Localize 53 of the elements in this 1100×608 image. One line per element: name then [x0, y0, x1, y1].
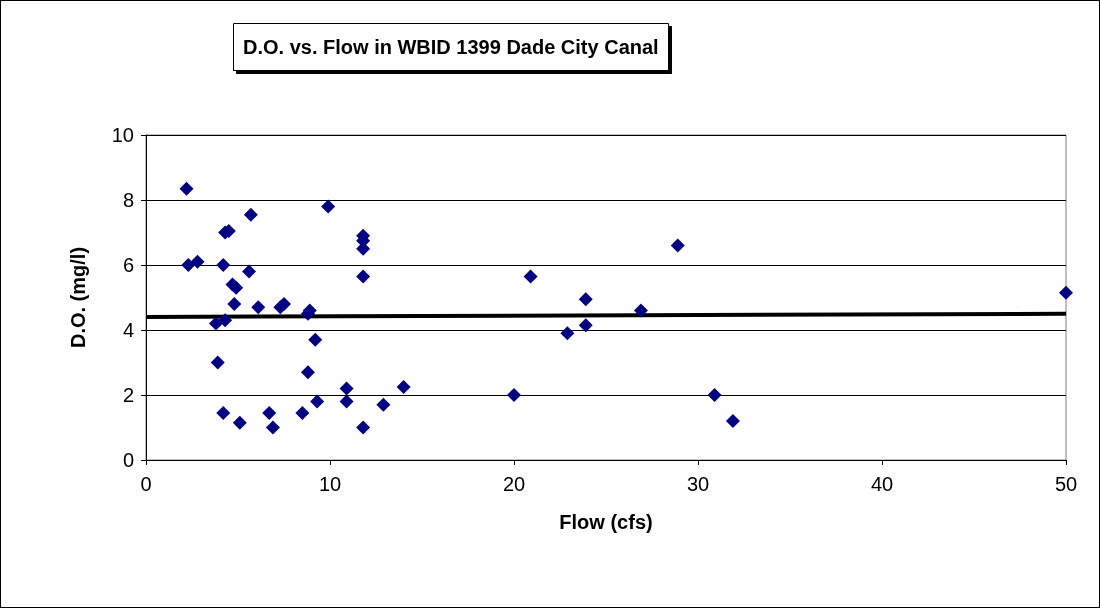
point: [321, 199, 336, 214]
point: [356, 420, 371, 435]
point: [507, 388, 521, 402]
point: [339, 394, 354, 409]
point: [179, 181, 194, 196]
x-tick-label: 0: [140, 473, 152, 495]
y-tick-label: 0: [122, 449, 134, 471]
x-axis-title: Flow (cfs): [559, 511, 653, 533]
point: [707, 388, 722, 402]
x-tick-label: 20: [502, 473, 526, 495]
point: [578, 292, 593, 307]
point: [300, 365, 315, 380]
point: [356, 269, 371, 284]
point: [262, 405, 277, 420]
point: [578, 318, 593, 333]
point: [210, 355, 225, 370]
point: [181, 258, 196, 272]
point: [190, 254, 205, 269]
chart-title: D.O. vs. Flow in WBID 1399 Dade City Canal: [243, 36, 659, 58]
x-tick-label: 30: [686, 473, 710, 495]
point: [229, 280, 244, 295]
point: [670, 238, 685, 253]
point: [633, 303, 648, 318]
point: [216, 258, 231, 272]
point: [251, 300, 266, 315]
point: [232, 415, 247, 430]
y-tick-label: 2: [122, 384, 134, 406]
y-tick-label: 6: [122, 254, 134, 276]
point: [308, 332, 323, 347]
y-tick-label: 4: [122, 319, 134, 341]
point: [396, 379, 411, 394]
y-tick-label: 10: [111, 124, 134, 146]
point: [339, 381, 354, 396]
point: [277, 297, 291, 311]
point: [218, 313, 233, 328]
point: [1059, 285, 1073, 300]
x-tick-label: 10: [318, 473, 342, 495]
point: [243, 207, 258, 222]
point: [310, 394, 325, 409]
point: [216, 405, 231, 420]
x-tick-label: 40: [870, 473, 894, 495]
point: [295, 405, 310, 420]
point: [376, 397, 391, 412]
point: [242, 264, 257, 279]
point: [560, 326, 575, 341]
point: [265, 420, 280, 435]
y-axis-title: D.O. (mg/l): [67, 246, 89, 349]
x-tick-label: 50: [1054, 473, 1078, 495]
y-tick-label: 8: [122, 189, 134, 211]
point: [208, 316, 223, 331]
point: [227, 297, 242, 311]
point: [725, 414, 740, 428]
point: [523, 269, 538, 284]
